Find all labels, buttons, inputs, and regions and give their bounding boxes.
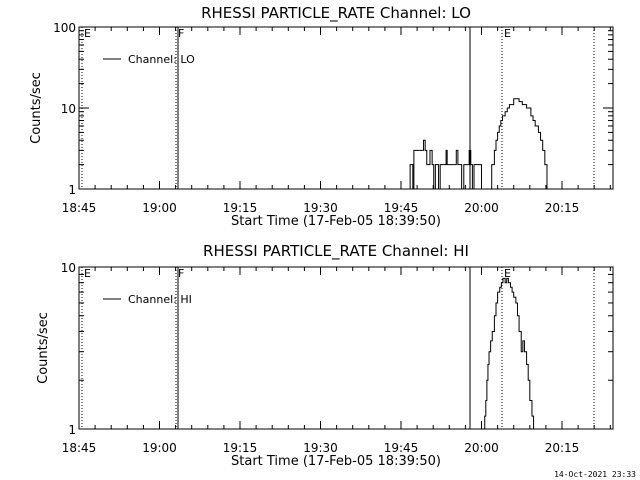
x-tick-label: 19:30 (303, 441, 338, 455)
y-axis-label: Counts/sec (36, 312, 51, 384)
y-tick-label: 1 (68, 423, 76, 437)
event-marker-label: F (178, 27, 184, 40)
series-line (405, 98, 562, 190)
footer-timestamp: 14-Oct-2021 23:33 (554, 470, 636, 479)
legend-label: Channel: LO (128, 53, 195, 66)
event-marker-label: E (84, 27, 91, 40)
x-tick-label: 18:45 (62, 201, 97, 215)
x-tick-label: 20:15 (545, 441, 580, 455)
event-marker-label: E (84, 267, 91, 280)
y-tick-label: 1 (68, 183, 76, 197)
y-axis-label: Counts/sec (29, 72, 44, 144)
x-tick-label: 20:00 (464, 441, 499, 455)
y-tick-label: 100 (53, 21, 76, 35)
event-marker-label: E (504, 27, 511, 40)
legend-label: Channel: HI (128, 293, 192, 306)
x-tick-label: 19:00 (142, 441, 177, 455)
x-axis-label: Start Time (17-Feb-05 18:39:50) (231, 214, 441, 229)
x-tick-label: 19:45 (384, 201, 419, 215)
plot-frame (78, 26, 614, 190)
x-tick-label: 19:15 (223, 201, 258, 215)
x-tick-label: 19:15 (223, 441, 258, 455)
y-tick-label: 10 (61, 102, 76, 116)
chart-title: RHESSI PARTICLE_RATE Channel: LO (201, 4, 471, 23)
event-marker-label: E (504, 267, 511, 280)
series-line (483, 277, 539, 430)
y-tick-label: 10 (61, 261, 76, 275)
event-marker-label: F (178, 267, 184, 280)
x-axis-label: Start Time (17-Feb-05 18:39:50) (231, 454, 441, 469)
x-tick-label: 18:45 (62, 441, 97, 455)
x-tick-label: 19:00 (142, 201, 177, 215)
x-tick-label: 19:45 (384, 441, 419, 455)
chart-title: RHESSI PARTICLE_RATE Channel: HI (203, 242, 469, 261)
x-tick-label: 20:00 (464, 201, 499, 215)
plot-frame (78, 266, 614, 430)
x-tick-label: 19:30 (303, 201, 338, 215)
x-tick-label: 20:15 (545, 201, 580, 215)
